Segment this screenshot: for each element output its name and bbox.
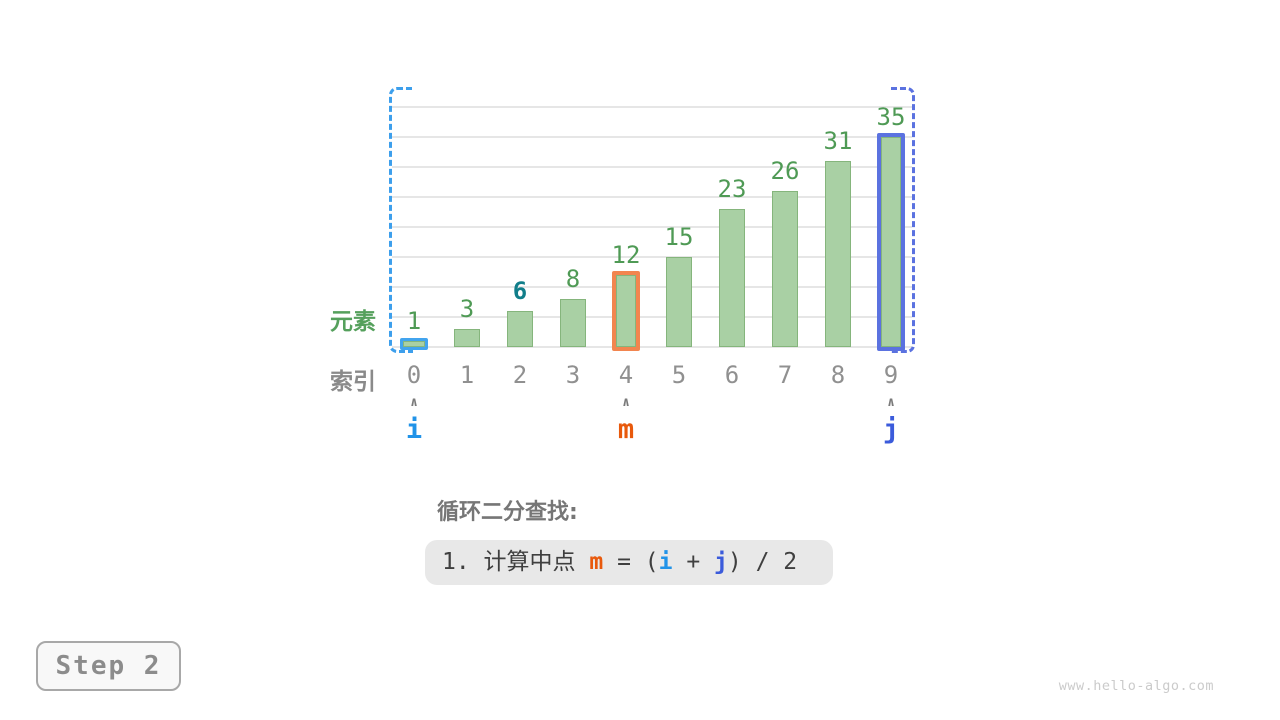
step-badge: Step 2 xyxy=(36,641,181,691)
formula-part: = ( xyxy=(603,549,659,575)
bar-value-label: 3 xyxy=(459,295,475,323)
index-label: 6 xyxy=(724,361,740,389)
formula-box: 1. 计算中点 m = (i + j) / 2 xyxy=(425,540,833,585)
bar-highlighted-j xyxy=(877,133,905,351)
bar-value-label: 35 xyxy=(876,103,906,131)
bar xyxy=(454,329,480,347)
gridline xyxy=(392,166,912,168)
pointer-label-i: i xyxy=(405,414,423,445)
pointer-label-j: j xyxy=(882,414,900,445)
pointer-label-m: m xyxy=(617,414,635,445)
bar-value-label: 12 xyxy=(611,241,641,269)
bar xyxy=(560,299,586,347)
index-axis-label: 索引 xyxy=(330,369,376,395)
search-range-bracket-right xyxy=(891,87,915,353)
index-label: 1 xyxy=(459,361,475,389)
pointer-caret-m: ∧ xyxy=(622,395,630,410)
gridline xyxy=(392,136,912,138)
formula-var-j: j xyxy=(714,549,728,575)
caption-title: 循环二分查找: xyxy=(437,500,578,525)
formula-part: 1. 计算中点 xyxy=(442,549,590,575)
index-label: 9 xyxy=(883,361,899,389)
formula-text: 1. 计算中点 m = (i + j) / 2 xyxy=(425,540,833,585)
bar xyxy=(825,161,851,347)
formula-part: ) / 2 xyxy=(727,549,798,575)
elements-axis-label: 元素 xyxy=(330,309,376,335)
index-label: 2 xyxy=(512,361,528,389)
pointer-caret-i: ∧ xyxy=(410,395,418,410)
bar-value-label: 23 xyxy=(717,175,747,203)
gridline xyxy=(392,196,912,198)
gridline xyxy=(392,316,912,318)
bar-value-label: 1 xyxy=(406,307,422,335)
bar-value-label: 26 xyxy=(770,157,800,185)
index-label: 7 xyxy=(777,361,793,389)
index-label: 8 xyxy=(830,361,846,389)
bar xyxy=(666,257,692,347)
bar-value-label: 31 xyxy=(823,127,853,155)
search-range-bracket-left xyxy=(389,87,413,353)
bar xyxy=(772,191,798,347)
bar-value-label: 8 xyxy=(565,265,581,293)
index-label: 4 xyxy=(618,361,634,389)
gridline xyxy=(392,286,912,288)
bar-value-label-target: 6 xyxy=(512,277,528,305)
formula-part: + xyxy=(672,549,715,575)
formula-var-m: m xyxy=(589,549,604,575)
index-label: 0 xyxy=(406,361,422,389)
bar xyxy=(507,311,533,347)
gridline xyxy=(392,106,912,108)
bar-highlighted-i xyxy=(400,338,428,350)
formula-var-i: i xyxy=(658,549,673,575)
pointer-caret-j: ∧ xyxy=(887,395,895,410)
bar-highlighted-m xyxy=(612,271,640,351)
gridline xyxy=(392,226,912,228)
bar xyxy=(719,209,745,347)
bar-value-label: 15 xyxy=(664,223,694,251)
index-label: 5 xyxy=(671,361,687,389)
gridline xyxy=(392,346,912,348)
watermark: www.hello-algo.com xyxy=(1058,678,1214,694)
index-label: 3 xyxy=(565,361,581,389)
gridline xyxy=(392,256,912,258)
